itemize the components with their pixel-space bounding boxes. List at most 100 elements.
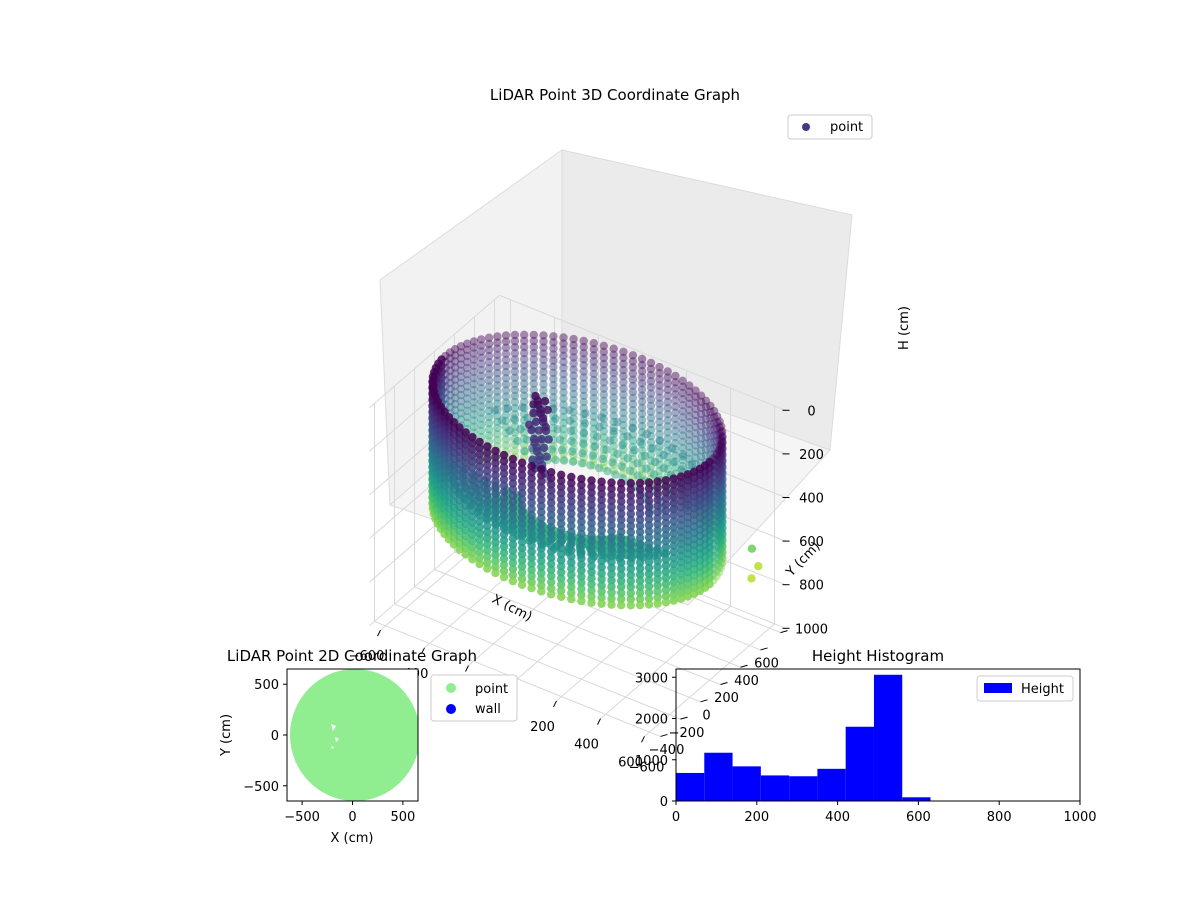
- point-marker: [525, 420, 534, 429]
- point-marker: [469, 337, 479, 346]
- point-marker: [603, 466, 612, 476]
- point-marker: [678, 376, 687, 385]
- point-marker: [655, 436, 664, 445]
- point-marker: [450, 406, 460, 415]
- point-marker: [718, 512, 727, 522]
- point-marker: [628, 436, 638, 445]
- point-marker: [461, 538, 470, 547]
- point-marker: [539, 386, 548, 395]
- point-marker: [463, 418, 472, 428]
- point-marker: [683, 531, 692, 540]
- point-marker: [663, 373, 672, 382]
- point-marker: [607, 521, 616, 530]
- point-marker: [559, 339, 568, 348]
- legend-marker-point: [802, 123, 810, 131]
- point-marker: [671, 463, 680, 472]
- point-marker: [537, 538, 546, 547]
- point-marker: [569, 444, 578, 454]
- point-marker: [663, 385, 672, 394]
- legend-2d[interactable]: point wall: [430, 674, 518, 722]
- point-marker: [655, 423, 664, 433]
- point-marker: [619, 420, 628, 430]
- point-marker: [549, 344, 558, 353]
- point-marker: [659, 450, 668, 460]
- point-marker: [475, 480, 484, 489]
- point-marker: [539, 367, 548, 377]
- point-marker: [714, 464, 724, 473]
- point-marker: [685, 442, 694, 451]
- point-marker: [599, 372, 608, 381]
- point-marker: [549, 429, 558, 439]
- point-marker: [520, 342, 529, 352]
- point-marker: [537, 514, 546, 523]
- histogram-bar: [676, 772, 705, 801]
- point-marker: [609, 423, 618, 433]
- point-marker: [599, 366, 608, 375]
- point-marker: [607, 582, 616, 591]
- point-marker: [483, 527, 492, 537]
- point-marker: [715, 490, 724, 499]
- point-marker: [475, 553, 484, 563]
- point-marker: [559, 412, 568, 422]
- grid-line: [414, 586, 701, 703]
- point-marker: [599, 347, 608, 357]
- point-marker: [691, 404, 700, 414]
- point-marker: [669, 523, 678, 532]
- point-marker: [469, 367, 479, 377]
- point-marker: [498, 416, 507, 425]
- point-marker: [635, 478, 645, 488]
- point-marker: [635, 521, 645, 530]
- legend-3d[interactable]: point: [787, 114, 873, 140]
- point-marker: [683, 519, 692, 528]
- point-marker: [635, 582, 645, 591]
- point-marker: [671, 371, 680, 381]
- point-marker: [547, 498, 556, 507]
- point-marker: [597, 538, 606, 547]
- point-marker: [589, 442, 598, 452]
- point-marker: [609, 381, 618, 390]
- point-marker: [499, 548, 509, 557]
- point-marker: [715, 472, 724, 481]
- point-marker: [676, 539, 686, 548]
- point-marker: [689, 485, 699, 495]
- point-marker: [609, 375, 618, 384]
- point-marker: [517, 464, 527, 473]
- x-tick-label-hist: 600: [906, 810, 931, 825]
- point-marker: [577, 486, 586, 496]
- point-marker: [527, 577, 536, 587]
- point-marker: [517, 568, 527, 577]
- point-marker: [718, 456, 727, 465]
- point-marker: [493, 436, 502, 445]
- point-marker: [455, 502, 464, 511]
- point-marker: [567, 472, 576, 482]
- point-marker: [597, 520, 606, 529]
- point-marker: [477, 390, 486, 399]
- point-marker: [579, 397, 588, 407]
- point-marker: [689, 510, 699, 519]
- point-marker: [669, 458, 678, 467]
- point-marker: [599, 353, 608, 363]
- point-marker: [475, 498, 484, 508]
- point-marker: [609, 429, 618, 439]
- point-marker: [653, 556, 662, 566]
- y-tick: [780, 630, 788, 634]
- point-marker: [569, 408, 578, 417]
- point-marker: [635, 497, 645, 506]
- point-marker: [567, 533, 576, 543]
- point-marker: [626, 558, 635, 567]
- point-marker: [483, 472, 492, 482]
- point-marker: [508, 515, 518, 525]
- legend-swatch-height: [984, 683, 1012, 693]
- point-marker: [637, 452, 647, 461]
- point-marker: [669, 511, 678, 520]
- point-marker: [461, 446, 470, 455]
- grid-line: [499, 338, 786, 455]
- point-marker: [493, 332, 502, 341]
- point-marker: [617, 558, 626, 567]
- point-marker: [557, 592, 566, 601]
- point-marker: [567, 576, 576, 585]
- point-marker: [617, 533, 626, 543]
- legend-histogram[interactable]: Height: [976, 675, 1074, 702]
- point-marker: [653, 514, 662, 523]
- point-marker: [520, 367, 529, 376]
